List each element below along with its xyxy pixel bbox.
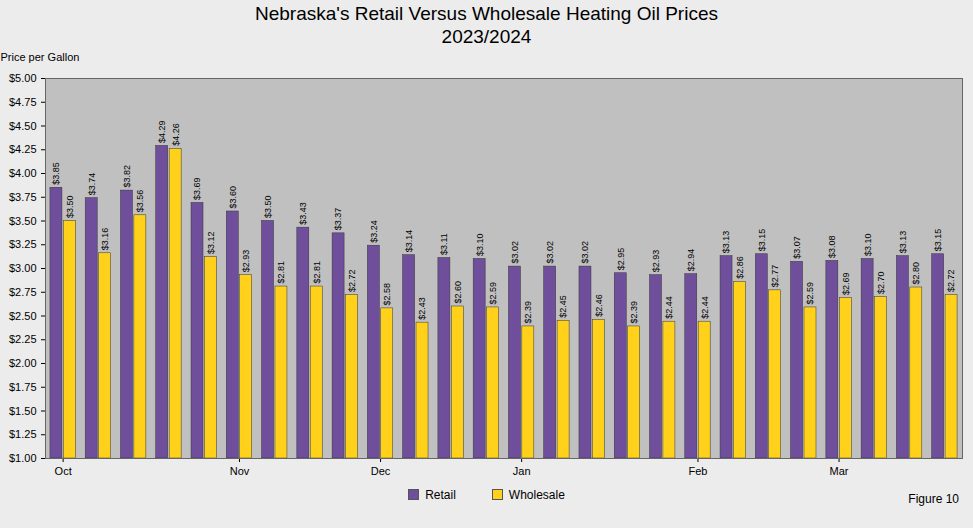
svg-text:$2.39: $2.39 <box>523 301 533 324</box>
svg-text:$4.00: $4.00 <box>9 167 37 179</box>
svg-text:$2.93: $2.93 <box>651 250 661 273</box>
svg-text:$2.39: $2.39 <box>629 301 639 324</box>
svg-text:$3.02: $3.02 <box>545 241 555 264</box>
svg-text:$4.50: $4.50 <box>9 120 37 132</box>
svg-text:$2.95: $2.95 <box>616 248 626 271</box>
svg-text:Mar: Mar <box>830 465 849 477</box>
svg-text:$2.93: $2.93 <box>241 250 251 273</box>
svg-text:$1.75: $1.75 <box>9 381 37 393</box>
svg-text:$3.13: $3.13 <box>721 231 731 254</box>
svg-text:$2.45: $2.45 <box>558 295 568 318</box>
svg-text:$2.44: $2.44 <box>664 296 674 319</box>
svg-text:$3.60: $3.60 <box>228 186 238 209</box>
svg-text:$2.86: $2.86 <box>735 256 745 279</box>
svg-text:$5.00: $5.00 <box>9 72 37 84</box>
svg-text:$3.13: $3.13 <box>898 231 908 254</box>
svg-text:$3.11: $3.11 <box>439 233 449 255</box>
html-text:2023/2024: 2023/2024 <box>441 26 532 47</box>
svg-text:$2.25: $2.25 <box>9 333 37 345</box>
svg-text:$2.69: $2.69 <box>841 272 851 295</box>
svg-text:$2.81: $2.81 <box>312 261 322 284</box>
svg-text:$2.50: $2.50 <box>9 310 37 322</box>
svg-text:$2.94: $2.94 <box>686 249 696 272</box>
svg-text:$3.85: $3.85 <box>51 162 61 185</box>
svg-text:$3.10: $3.10 <box>863 233 873 256</box>
svg-text:$2.72: $2.72 <box>347 270 357 293</box>
svg-text:Feb: Feb <box>688 465 707 477</box>
svg-text:$3.07: $3.07 <box>792 236 802 259</box>
svg-text:$3.16: $3.16 <box>100 228 110 251</box>
svg-text:$2.59: $2.59 <box>488 282 498 305</box>
svg-text:$2.75: $2.75 <box>9 286 37 298</box>
html-text:Figure 10: Figure 10 <box>908 492 959 506</box>
svg-text:Jan: Jan <box>513 465 531 477</box>
svg-text:$1.25: $1.25 <box>9 428 37 440</box>
svg-text:$2.43: $2.43 <box>417 297 427 320</box>
svg-text:$2.46: $2.46 <box>594 294 604 317</box>
svg-text:$3.50: $3.50 <box>263 195 273 218</box>
svg-text:$4.25: $4.25 <box>9 143 37 155</box>
svg-text:$3.37: $3.37 <box>333 208 343 231</box>
svg-text:$3.14: $3.14 <box>404 230 414 253</box>
svg-text:$2.70: $2.70 <box>876 271 886 294</box>
html-text:Nebraska's Retail Versus Whole: Nebraska's Retail Versus Wholesale Heati… <box>255 3 718 24</box>
svg-text:$2.60: $2.60 <box>453 281 463 304</box>
svg-text:Dec: Dec <box>371 465 391 477</box>
svg-text:Oct: Oct <box>55 465 72 477</box>
svg-text:$2.80: $2.80 <box>911 262 921 285</box>
svg-text:$3.02: $3.02 <box>580 241 590 264</box>
svg-text:$2.00: $2.00 <box>9 357 37 369</box>
svg-text:$3.24: $3.24 <box>369 220 379 243</box>
svg-text:$4.29: $4.29 <box>157 120 167 143</box>
html-text:Wholesale: Wholesale <box>508 488 565 502</box>
svg-text:$3.56: $3.56 <box>135 190 145 213</box>
svg-text:Nov: Nov <box>230 465 250 477</box>
svg-text:$3.08: $3.08 <box>827 235 837 258</box>
html-text:Retail: Retail <box>425 488 456 502</box>
svg-text:$3.10: $3.10 <box>475 233 485 256</box>
svg-text:$3.82: $3.82 <box>122 165 132 188</box>
svg-text:$3.50: $3.50 <box>9 215 37 227</box>
svg-text:$2.77: $2.77 <box>770 265 780 288</box>
svg-text:$3.15: $3.15 <box>933 229 943 252</box>
svg-text:$3.15: $3.15 <box>757 229 767 252</box>
svg-text:$3.50: $3.50 <box>65 195 75 218</box>
svg-text:$3.25: $3.25 <box>9 238 37 250</box>
svg-text:$4.75: $4.75 <box>9 96 37 108</box>
svg-text:Price per Gallon: Price per Gallon <box>1 51 80 63</box>
svg-text:$3.02: $3.02 <box>510 241 520 264</box>
svg-text:$4.26: $4.26 <box>171 123 181 146</box>
svg-text:$1.00: $1.00 <box>9 452 37 464</box>
svg-text:$3.74: $3.74 <box>87 173 97 196</box>
svg-text:$3.12: $3.12 <box>206 232 216 255</box>
svg-text:$3.00: $3.00 <box>9 262 37 274</box>
svg-text:$3.69: $3.69 <box>192 177 202 200</box>
svg-text:$2.58: $2.58 <box>382 283 392 306</box>
svg-text:$2.59: $2.59 <box>805 282 815 305</box>
svg-text:$3.43: $3.43 <box>298 202 308 225</box>
svg-text:$1.50: $1.50 <box>9 405 37 417</box>
svg-text:$2.44: $2.44 <box>700 296 710 319</box>
svg-text:$2.72: $2.72 <box>946 270 956 293</box>
svg-text:$2.81: $2.81 <box>276 261 286 284</box>
svg-text:$3.75: $3.75 <box>9 191 37 203</box>
